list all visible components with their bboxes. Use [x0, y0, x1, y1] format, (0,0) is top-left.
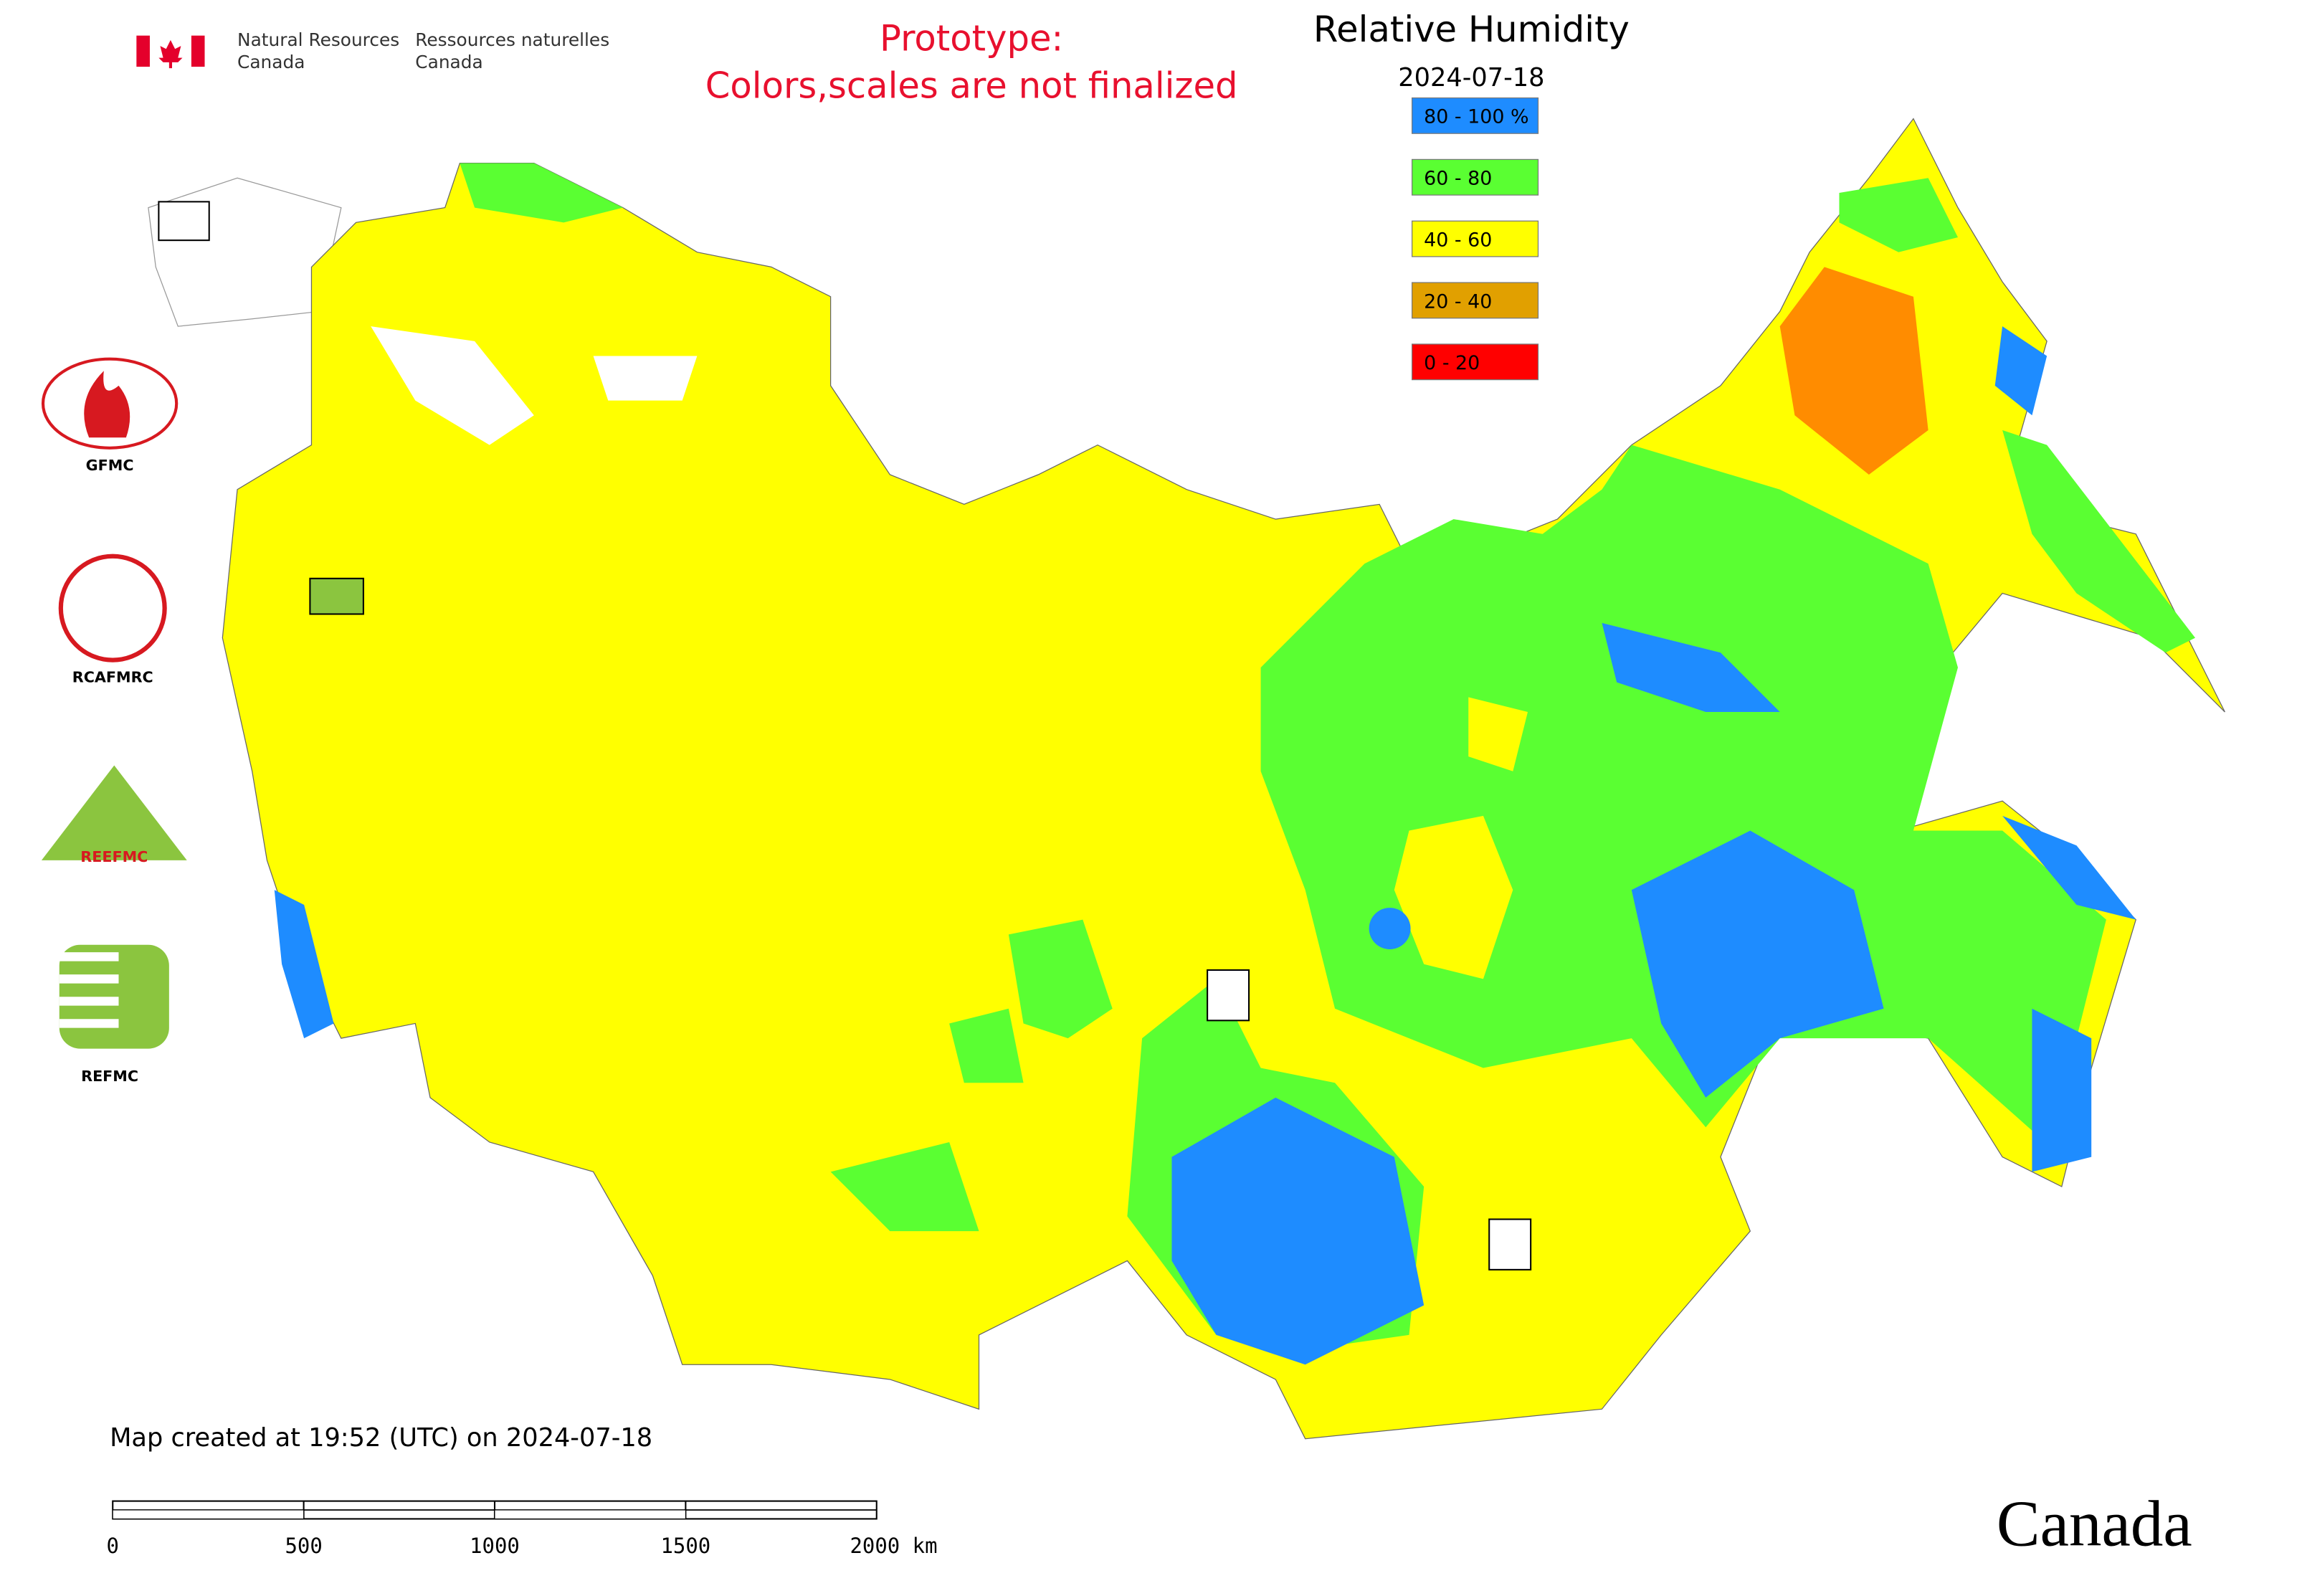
scale-segment — [112, 1509, 305, 1519]
logo-label: REEFMC — [80, 848, 148, 865]
agency-en: Natural Resources — [237, 29, 399, 50]
canada-flag — [136, 35, 205, 69]
notice: Prototype: — [880, 17, 1063, 59]
scale-label: 1500 — [661, 1534, 711, 1558]
legend-swatch — [1412, 220, 1539, 257]
legend-label: 60 - 80 — [1424, 168, 1492, 190]
legend-swatch — [1412, 343, 1539, 381]
notice: Colors,scales are not finalized — [705, 65, 1238, 107]
legend-swatch — [1412, 158, 1539, 196]
wordmark: Canada — [1997, 1488, 2192, 1560]
legend-label: 20 - 40 — [1424, 290, 1492, 313]
logo-label: REFMC — [81, 1068, 138, 1085]
map-regions — [148, 118, 2225, 1440]
map-date: 2024-07-18 — [1398, 63, 1544, 92]
created-note: Map created at 19:52 (UTC) on 2024-07-18 — [110, 1423, 652, 1453]
legend-label: 40 - 60 — [1424, 229, 1492, 251]
scale-label: 500 — [285, 1534, 322, 1558]
scale-label: 2000 km — [850, 1534, 938, 1558]
scale-segment — [494, 1509, 686, 1519]
map-title: Relative Humidity — [1313, 9, 1630, 50]
legend-label: 0 - 20 — [1424, 352, 1480, 374]
logo-label: GFMC — [86, 457, 134, 474]
agency-fr: Canada — [415, 52, 482, 72]
legend-swatch — [1412, 97, 1539, 134]
legend-swatch — [1412, 282, 1539, 319]
scale-label: 1000 — [470, 1534, 520, 1558]
logos — [41, 201, 1532, 1270]
scale-label: 0 — [107, 1534, 119, 1558]
agency-en: Canada — [237, 52, 305, 72]
logo-label: RCAFMRC — [72, 669, 153, 686]
legend-label: 80 - 100 % — [1424, 106, 1528, 128]
agency-fr: Ressources naturelles — [415, 29, 609, 50]
